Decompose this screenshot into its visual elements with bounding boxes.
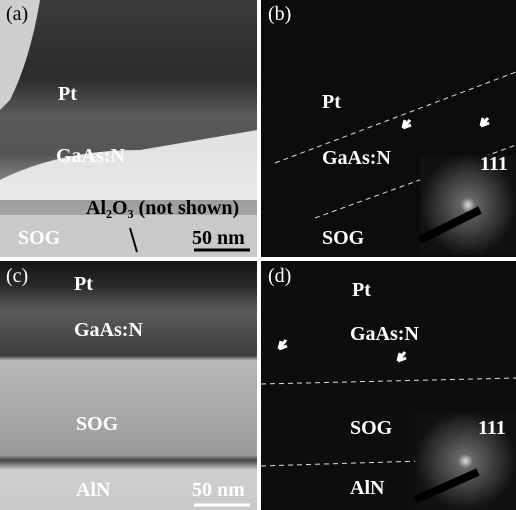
annotation: AlN: [76, 479, 111, 501]
annotation: Al₂O₃ (not shown): [86, 197, 239, 219]
annotation: Pt: [74, 273, 93, 295]
annotation: AlN: [350, 477, 385, 499]
annotation: 111: [478, 417, 506, 439]
arrow: [481, 118, 489, 126]
annotation: GaAs:N: [322, 147, 391, 169]
annotation: SOG: [322, 227, 365, 249]
panel-label: (d): [268, 265, 291, 287]
annotation: SOG: [18, 227, 61, 249]
arrow: [403, 120, 411, 128]
annotation: GaAs:N: [350, 323, 419, 345]
annotation: 50 nm: [192, 479, 245, 501]
panel-label: (a): [6, 3, 28, 25]
annotation: Pt: [322, 91, 341, 113]
panel-label: (c): [6, 265, 28, 287]
annotation: GaAs:N: [56, 145, 125, 167]
annotation: SOG: [350, 417, 393, 439]
annotation: Pt: [58, 83, 77, 105]
annotation: SOG: [76, 413, 119, 435]
annotation: GaAs:N: [74, 319, 143, 341]
panel-label: (b): [268, 3, 291, 25]
annotation: 50 nm: [192, 227, 245, 249]
figure: (a) Pt GaAs:N Al₂O₃ (not shown) SOG 50 nm (b) P…: [0, 0, 516, 510]
annotation: 111: [480, 153, 508, 175]
panel-c-image: [0, 261, 257, 510]
annotation: Pt: [352, 279, 371, 301]
